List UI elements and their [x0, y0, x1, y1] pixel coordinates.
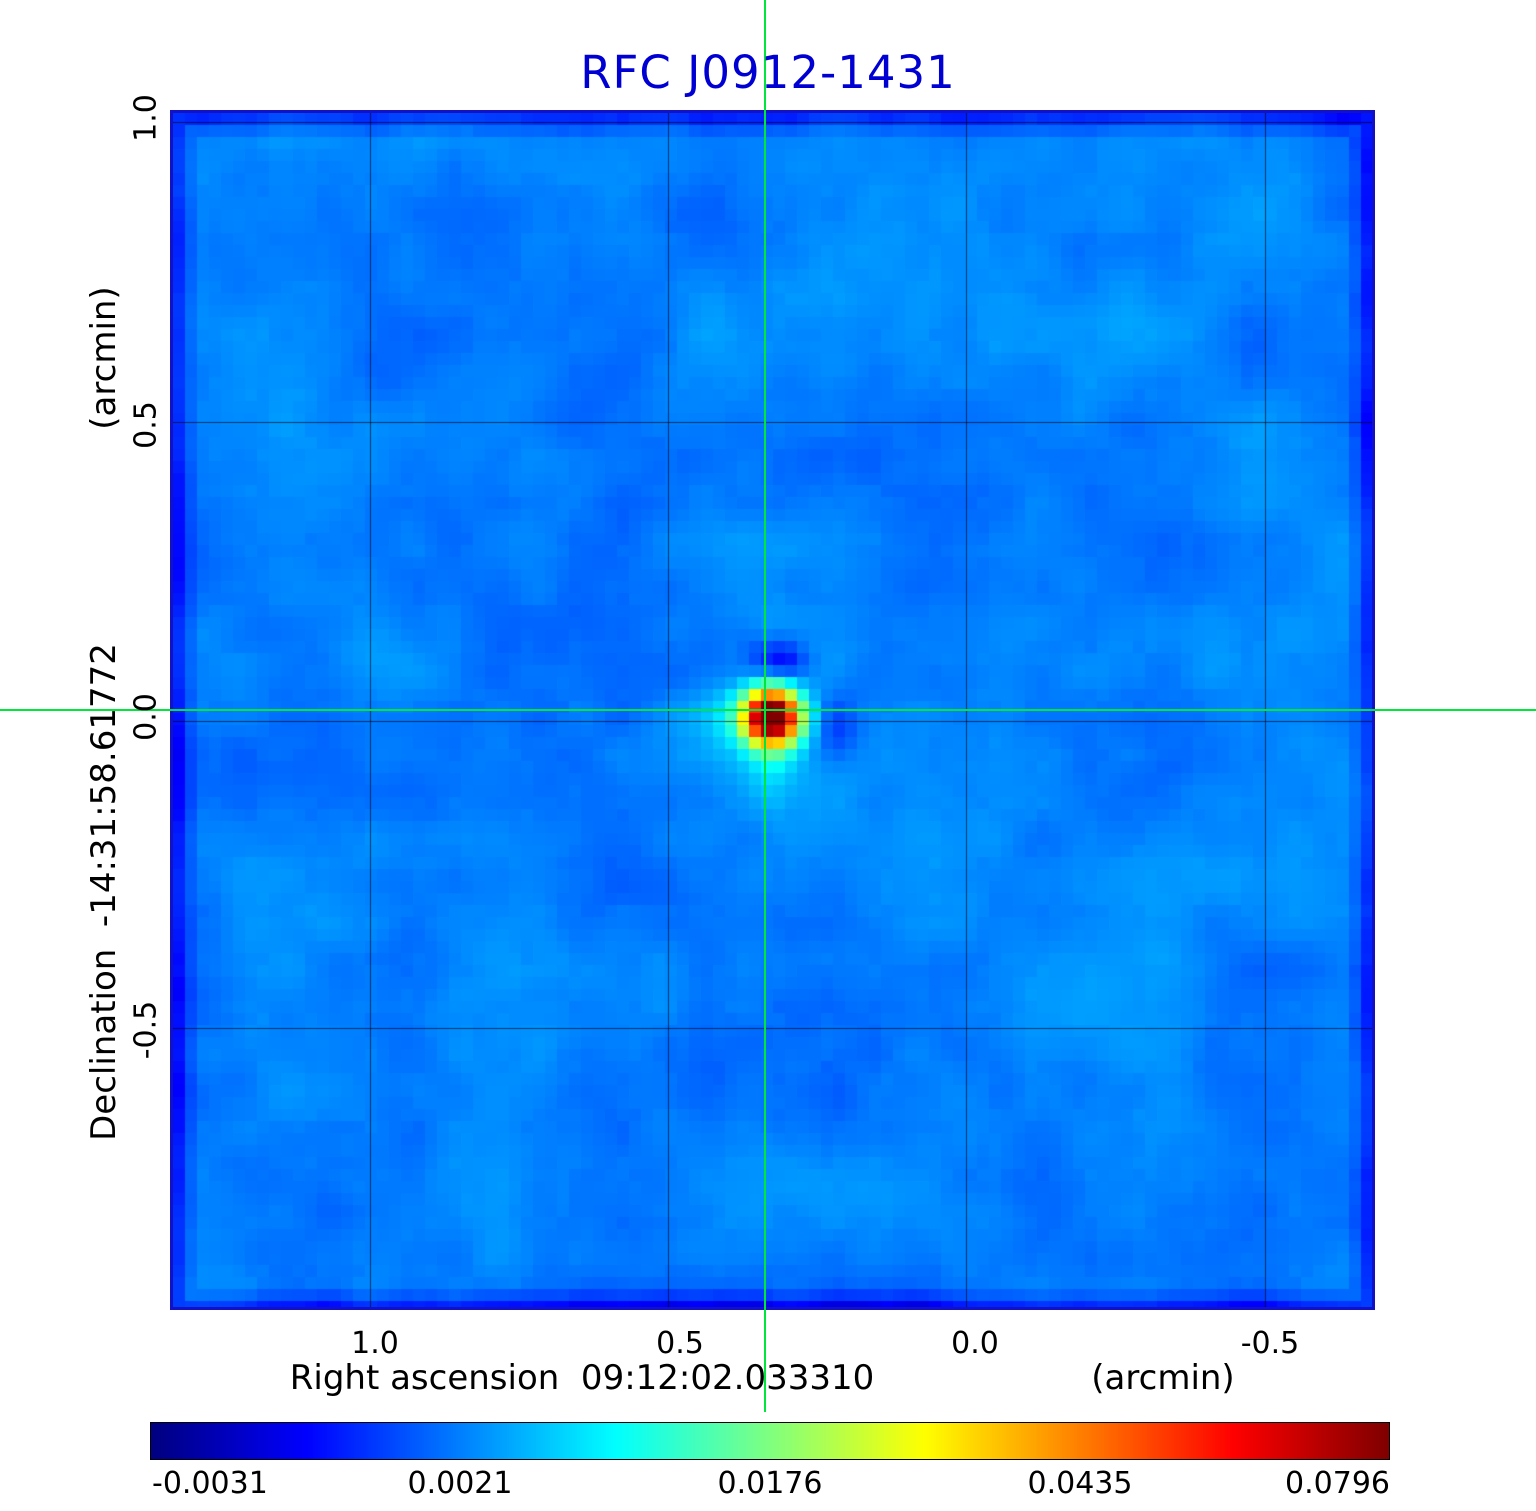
colorbar-tick-label: 0.0021 — [407, 1466, 513, 1501]
crosshair-horizontal-line — [0, 709, 1536, 711]
x-tick-label: -0.5 — [1240, 1326, 1300, 1361]
x-tick-label: 0.5 — [656, 1326, 704, 1361]
y-axis-label: Declination -14:31:58.61772 — [84, 643, 124, 1141]
figure-title: RFC J0912-1431 — [580, 46, 956, 99]
colorbar-tick-label: 0.0796 — [1285, 1466, 1390, 1501]
x-tick-label: 1.0 — [351, 1326, 399, 1361]
colorbar — [150, 1422, 1390, 1460]
y-tick-label: 0.0 — [128, 693, 164, 741]
y-axis-unit-label: (arcmin) — [84, 286, 124, 430]
colorbar-tick-label: 0.0176 — [717, 1466, 823, 1501]
colorbar-gradient — [151, 1423, 1389, 1459]
y-tick-label: 1.0 — [128, 94, 164, 142]
y-tick-label: -0.5 — [128, 1000, 164, 1060]
y-tick-label: 0.5 — [128, 401, 164, 449]
colorbar-tick-label: -0.0031 — [152, 1466, 268, 1501]
colorbar-tick-label: 0.0435 — [1027, 1466, 1133, 1501]
x-axis-unit-label: (arcmin) — [1091, 1358, 1235, 1398]
x-tick-label: 0.0 — [951, 1326, 999, 1361]
x-axis-label: Right ascension 09:12:02.033310 — [289, 1358, 875, 1398]
crosshair-vertical-line — [764, 0, 766, 1412]
